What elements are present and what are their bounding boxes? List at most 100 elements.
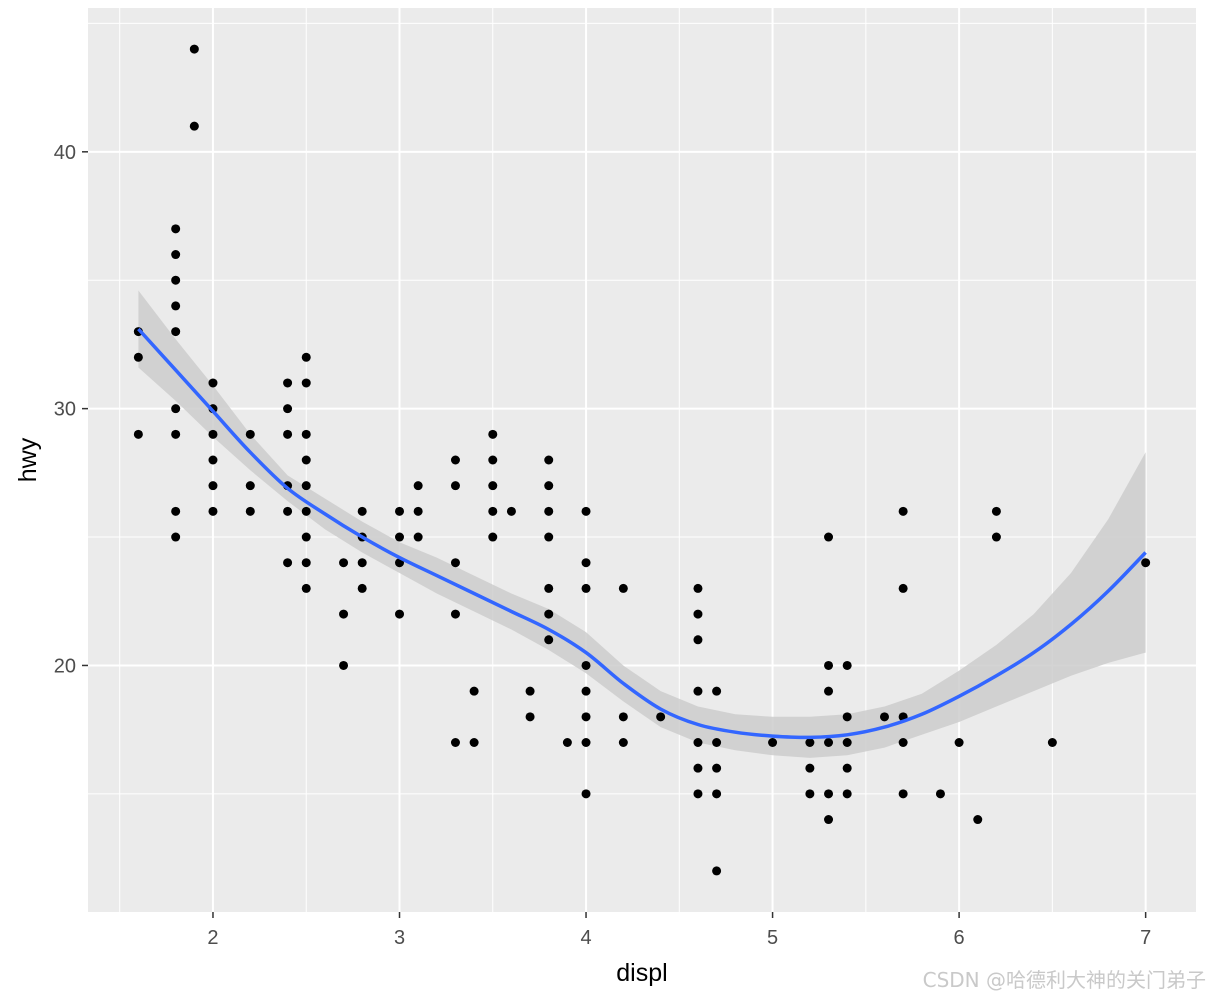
watermark-text: CSDN @哈德利大神的关门弟子 (922, 968, 1206, 992)
data-point (991, 506, 1001, 516)
data-point (544, 635, 554, 645)
data-point (208, 481, 218, 491)
data-point (712, 686, 722, 696)
data-point (898, 738, 908, 747)
data-point (954, 738, 964, 747)
data-point (824, 789, 834, 799)
data-point (581, 506, 591, 516)
x-tick-label: 5 (767, 927, 778, 949)
data-point (693, 763, 703, 773)
x-tick-label: 6 (954, 927, 965, 949)
data-point (245, 506, 255, 516)
data-point (842, 738, 852, 747)
data-point (357, 558, 367, 568)
data-point (562, 738, 572, 747)
data-point (283, 558, 293, 568)
data-point (824, 686, 834, 696)
data-point (301, 455, 311, 465)
data-point (301, 378, 311, 388)
data-point (189, 121, 199, 131)
data-point (525, 712, 535, 722)
data-point (413, 532, 423, 542)
data-point (283, 506, 293, 516)
data-point (301, 583, 311, 593)
data-point (581, 558, 591, 568)
data-point (544, 481, 554, 491)
data-point (245, 481, 255, 491)
data-point (842, 789, 852, 799)
x-axis-title: displ (616, 959, 667, 987)
data-point (301, 506, 311, 516)
data-point (395, 532, 405, 542)
data-point (693, 789, 703, 799)
y-tick-label: 30 (54, 399, 76, 421)
data-point (395, 506, 405, 516)
data-point (171, 327, 181, 337)
data-point (357, 583, 367, 593)
data-point (581, 660, 591, 670)
data-point (693, 738, 703, 747)
data-point (842, 660, 852, 670)
data-point (339, 558, 349, 568)
data-point (506, 506, 516, 516)
data-point (245, 429, 255, 439)
data-point (805, 738, 815, 747)
data-point (450, 558, 460, 568)
data-point (171, 275, 181, 285)
data-point (171, 532, 181, 542)
data-point (898, 583, 908, 593)
data-point (339, 609, 349, 619)
y-axis-title: hwy (14, 437, 42, 482)
data-point (171, 224, 181, 234)
data-point (171, 429, 181, 439)
x-tick-label: 2 (207, 927, 218, 949)
data-point (693, 609, 703, 619)
data-point (450, 455, 460, 465)
data-point (693, 583, 703, 593)
data-point (805, 789, 815, 799)
x-tick-label: 3 (394, 927, 405, 949)
data-point (712, 763, 722, 773)
data-point (544, 532, 554, 542)
data-point (488, 455, 498, 465)
data-point (488, 429, 498, 439)
data-points (133, 44, 1151, 876)
data-point (208, 429, 218, 439)
data-point (450, 609, 460, 619)
data-point (395, 609, 405, 619)
data-point (805, 763, 815, 773)
data-point (450, 738, 460, 747)
data-point (413, 506, 423, 516)
data-point (469, 738, 479, 747)
data-point (581, 789, 591, 799)
data-point (208, 378, 218, 388)
data-point (824, 738, 834, 747)
data-point (283, 429, 293, 439)
data-point (171, 250, 181, 260)
data-point (1141, 558, 1151, 568)
data-point (301, 429, 311, 439)
data-point (544, 609, 554, 619)
data-point (133, 352, 143, 362)
data-point (768, 738, 778, 747)
data-point (842, 763, 852, 773)
data-point (879, 712, 889, 722)
data-point (581, 686, 591, 696)
y-tick-label: 20 (54, 655, 76, 677)
data-point (824, 815, 834, 825)
data-point (301, 558, 311, 568)
data-point (339, 660, 349, 670)
data-point (208, 506, 218, 516)
data-point (208, 455, 218, 465)
data-point (824, 532, 834, 542)
data-point (656, 712, 666, 722)
data-point (581, 712, 591, 722)
data-point (450, 481, 460, 491)
data-point (712, 738, 722, 747)
data-point (618, 583, 628, 593)
data-point (189, 44, 199, 54)
y-tick-label: 40 (54, 142, 76, 164)
data-point (133, 429, 143, 439)
data-point (581, 583, 591, 593)
